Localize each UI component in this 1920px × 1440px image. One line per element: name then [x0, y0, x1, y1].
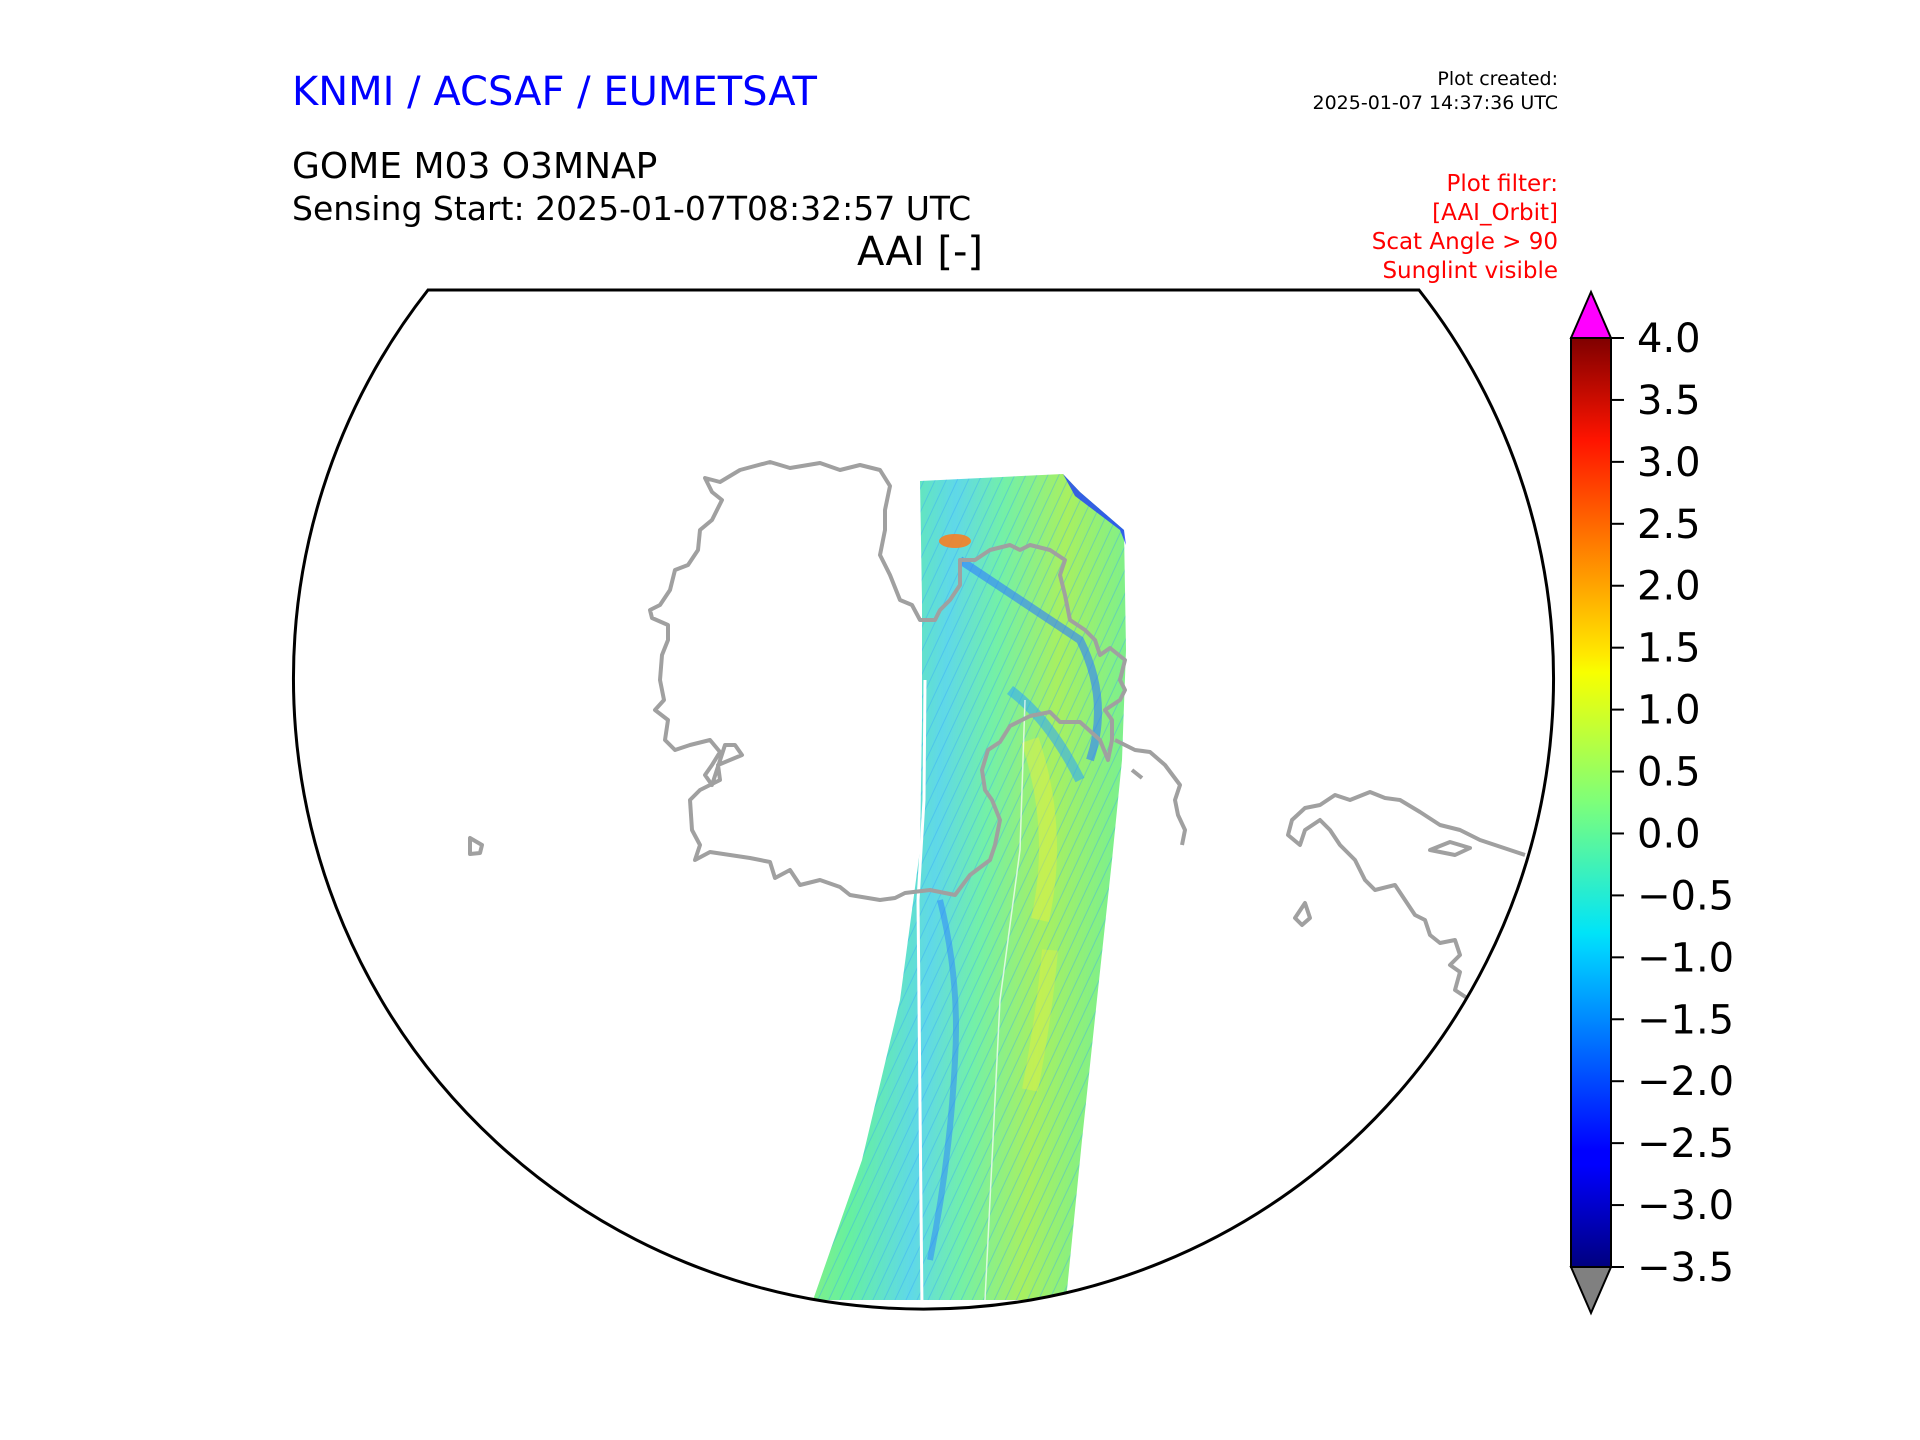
filter-line: Scat Angle > 90	[1371, 229, 1558, 255]
colorbar-tick-label: 1.0	[1637, 688, 1701, 734]
variable-title: AAI [-]	[857, 229, 983, 275]
filter-line: Sunglint visible	[1382, 258, 1558, 284]
colorbar-over-arrow	[1569, 289, 1613, 339]
colorbar-gradient	[1570, 337, 1612, 1268]
colorbar-tick-label: 3.0	[1637, 440, 1701, 486]
colorbar-tick-label: −1.5	[1637, 997, 1734, 1043]
colorbar-tick-label: −3.5	[1637, 1245, 1734, 1291]
filter-line: [AAI_Orbit]	[1432, 200, 1558, 226]
organization-title: KNMI / ACSAF / EUMETSAT	[292, 69, 817, 115]
satellite-swath	[813, 474, 1126, 1310]
colorbar-tick-label: −1.0	[1637, 935, 1734, 981]
colorbar-under-arrow	[1569, 1266, 1613, 1316]
sensing-start: Sensing Start: 2025-01-07T08:32:57 UTC	[292, 189, 972, 228]
colorbar-tick-label: 0.5	[1637, 750, 1701, 796]
colorbar-tick-label: 3.5	[1637, 378, 1701, 424]
colorbar-tick-label: 4.0	[1637, 316, 1701, 362]
colorbar-tick-label: −3.0	[1637, 1183, 1734, 1229]
colorbar-tick-label: 2.0	[1637, 564, 1701, 610]
colorbar-tick-label: 2.5	[1637, 502, 1701, 548]
colorbar-tick-label: −2.5	[1637, 1121, 1734, 1167]
created-label: Plot created:	[1437, 68, 1558, 90]
product-title: GOME M03 O3MNAP	[292, 146, 658, 187]
colorbar-tick-label: −0.5	[1637, 873, 1734, 919]
created-info: Plot created: 2025-01-07 14:37:36 UTC	[1313, 67, 1559, 115]
map-boundary	[292, 288, 1555, 1311]
coastlines	[468, 460, 1526, 1062]
created-time: 2025-01-07 14:37:36 UTC	[1312, 92, 1559, 114]
colorbar-tick-label: 0.0	[1637, 811, 1701, 857]
plot-filter: Plot filter: [AAI_Orbit] Scat Angle > 90…	[1372, 170, 1558, 286]
colorbar-tick-label: 1.5	[1637, 626, 1701, 672]
colorbar-tick-label: −2.0	[1637, 1059, 1734, 1105]
filter-line: Plot filter:	[1446, 171, 1558, 197]
